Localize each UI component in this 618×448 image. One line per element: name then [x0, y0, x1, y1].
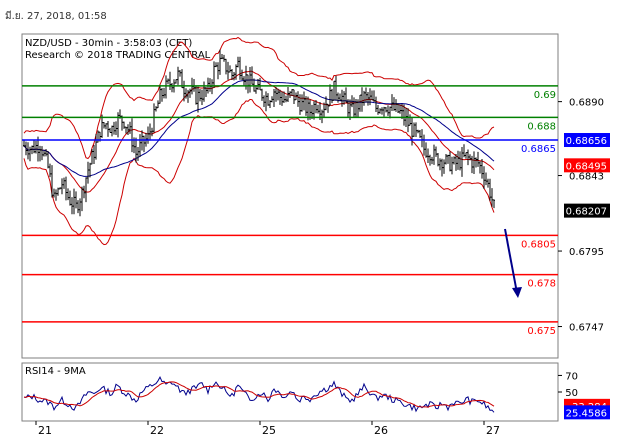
- bollinger-bands: [23, 36, 495, 246]
- price-badge-box: [564, 203, 610, 218]
- price-badge-box: [564, 133, 610, 148]
- support-resistance-levels: 0.69 0.688 0.6865 0.6805 0.678 0.675: [22, 85, 558, 337]
- bollinger-upper: [23, 36, 495, 160]
- rsi-label: RSI14 - 9MA: [25, 366, 86, 377]
- time-tick-label: 27: [486, 424, 500, 437]
- price-badge-label: 0.68656: [566, 136, 607, 147]
- price-badges: 0.68656 0.68495 0.68207: [564, 133, 610, 218]
- level-label: 0.6805: [521, 239, 556, 250]
- moving-average-line: [23, 79, 495, 177]
- level-label: 0.678: [527, 279, 556, 290]
- rsi-axis: 70 50: [558, 371, 578, 399]
- price-tick-label: 0.6747: [569, 323, 604, 334]
- timestamp: มี.ย. 27, 2018, 01:58: [5, 11, 107, 22]
- rsi-panel: RSI14 - 9MA 70 50 33.28425.4586: [21, 362, 610, 422]
- bollinger-lower: [23, 98, 495, 246]
- level-label: 0.675: [527, 326, 556, 337]
- level-label: 0.688: [527, 121, 556, 132]
- rsi-ma-line: [23, 381, 495, 408]
- time-axis: 21 22 25 26 27: [35, 421, 500, 437]
- rsi-tick-label: 70: [565, 371, 578, 382]
- time-tick-label: 25: [262, 424, 276, 437]
- candlesticks: [23, 49, 495, 217]
- price-tick-label: 0.6890: [569, 98, 604, 109]
- price-tick-label: 0.6843: [569, 172, 604, 183]
- time-tick-label: 21: [38, 424, 52, 437]
- price-plot-frame: [21, 33, 559, 359]
- rsi-badge-label: 25.4586: [566, 408, 607, 419]
- price-badge-label: 0.68207: [566, 207, 607, 218]
- rsi-plot-frame: [21, 362, 559, 422]
- time-tick-label: 26: [374, 424, 388, 437]
- rsi-badge-box: [564, 405, 610, 420]
- level-label: 0.6865: [521, 144, 556, 155]
- projection-arrow-head: [512, 287, 522, 298]
- bollinger-middle: [23, 70, 495, 193]
- rsi-line: [23, 375, 495, 413]
- chart-title: NZD/USD - 30min - 3:58:03 (CET): [25, 38, 192, 49]
- time-tick-label: 22: [150, 424, 164, 437]
- projection-arrow-line: [504, 228, 518, 294]
- price-tick-label: 0.6795: [569, 247, 604, 258]
- projection-arrow: [504, 228, 522, 298]
- rsi-badges: 33.28425.4586: [564, 398, 610, 420]
- level-label: 0.69: [534, 90, 556, 101]
- rsi-tick-label: 50: [565, 388, 578, 399]
- chart-subtitle: Research © 2018 TRADING CENTRAL: [25, 50, 211, 61]
- price-panel: NZD/USD - 30min - 3:58:03 (CET) Research…: [21, 33, 610, 359]
- price-badge-box: [564, 158, 610, 173]
- price-axis: 0.6890 0.6843 0.6795 0.6747: [558, 98, 604, 334]
- top-bar: มี.ย. 27, 2018, 01:58: [0, 0, 618, 25]
- rsi-lines: [23, 375, 495, 413]
- price-badge-label: 0.68495: [566, 161, 607, 172]
